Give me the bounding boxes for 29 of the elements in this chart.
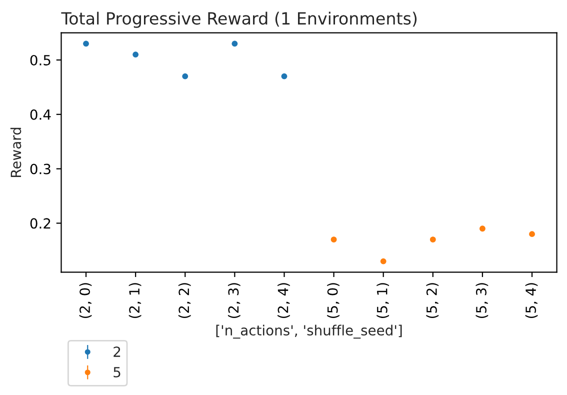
point xyxy=(83,40,89,47)
x-tick-label: (5, 1) xyxy=(376,283,390,318)
point xyxy=(330,236,337,242)
point xyxy=(232,40,238,47)
point xyxy=(281,73,288,80)
x-tick-label: (5, 0) xyxy=(327,283,340,318)
legend-label: 2 xyxy=(114,346,120,357)
x-tick-label: (2, 2) xyxy=(178,283,191,318)
legend-label: 5 xyxy=(114,367,120,378)
x-tick-label: (2, 3) xyxy=(228,283,240,318)
point xyxy=(380,258,386,264)
y-axis-title: Reward xyxy=(10,128,22,177)
x-axis-title: ['n_actions', 'shuffle_seed'] xyxy=(216,324,402,339)
x-tick-label: (5, 2) xyxy=(426,283,439,318)
point xyxy=(132,52,139,58)
x-tick-label: (2, 0) xyxy=(79,283,92,318)
point xyxy=(480,226,486,232)
x-tick-label: (5, 3) xyxy=(476,283,488,318)
y-tick-label: 0.3 xyxy=(30,164,50,174)
x-tick-label: (2, 1) xyxy=(128,283,142,318)
point xyxy=(430,236,436,242)
x-tick-label: (5, 4) xyxy=(525,283,538,318)
point xyxy=(529,231,535,238)
y-tick-label: 0.2 xyxy=(30,218,50,229)
chart-title: Total Progressive Reward (1 Environments) xyxy=(61,12,417,28)
y-tick-label: 0.5 xyxy=(30,54,50,66)
point xyxy=(182,73,188,80)
x-tick-label: (2, 4) xyxy=(278,283,290,318)
y-tick-label: 0.4 xyxy=(30,109,51,120)
